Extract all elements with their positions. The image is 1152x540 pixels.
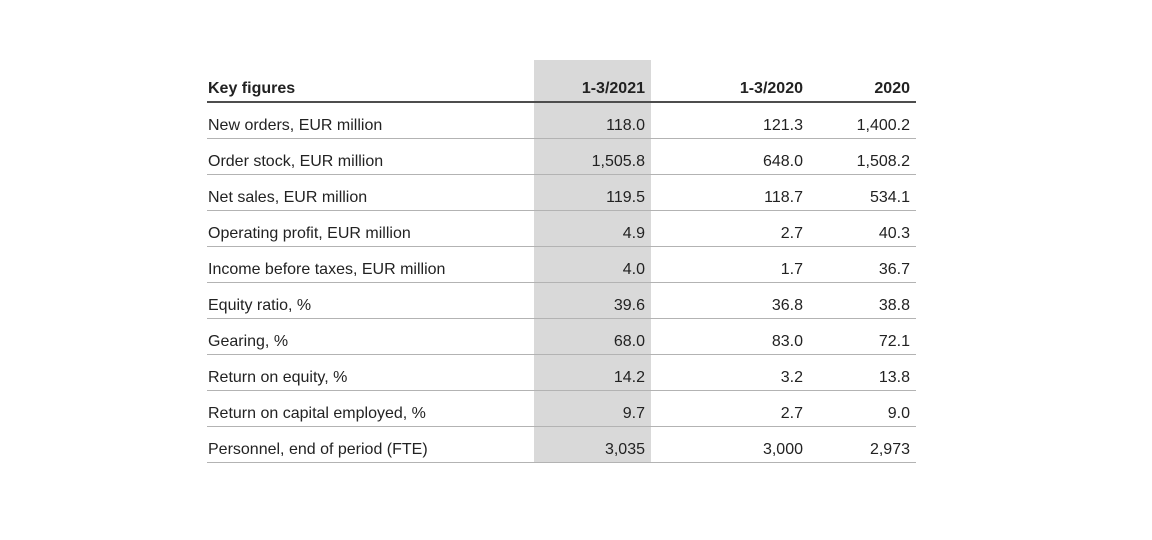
row-label: Operating profit, EUR million bbox=[207, 210, 534, 247]
cell-value: 1,508.2 bbox=[809, 138, 916, 175]
table-row: Income before taxes, EUR million 4.0 1.7… bbox=[207, 246, 916, 283]
cell-value: 3,035 bbox=[534, 426, 651, 463]
header-row: Key figures 1-3/2021 1-3/2020 2020 bbox=[207, 60, 916, 103]
table-row: Order stock, EUR million 1,505.8 648.0 1… bbox=[207, 138, 916, 175]
column-header-1-3-2020: 1-3/2020 bbox=[651, 60, 809, 103]
cell-value: 14.2 bbox=[534, 354, 651, 391]
cell-value: 3,000 bbox=[651, 426, 809, 463]
cell-value: 1,505.8 bbox=[534, 138, 651, 175]
cell-value: 2,973 bbox=[809, 426, 916, 463]
table-row: Return on capital employed, % 9.7 2.7 9.… bbox=[207, 390, 916, 427]
cell-value: 119.5 bbox=[534, 174, 651, 211]
column-header-key-figures: Key figures bbox=[207, 60, 534, 103]
table-row: Equity ratio, % 39.6 36.8 38.8 bbox=[207, 282, 916, 319]
column-header-2020: 2020 bbox=[809, 60, 916, 103]
table-row: Net sales, EUR million 119.5 118.7 534.1 bbox=[207, 174, 916, 211]
row-label: Personnel, end of period (FTE) bbox=[207, 426, 534, 463]
cell-value: 68.0 bbox=[534, 318, 651, 355]
row-label: Income before taxes, EUR million bbox=[207, 246, 534, 283]
table-row: Personnel, end of period (FTE) 3,035 3,0… bbox=[207, 426, 916, 463]
cell-value: 1,400.2 bbox=[809, 102, 916, 139]
cell-value: 9.7 bbox=[534, 390, 651, 427]
column-header-1-3-2021: 1-3/2021 bbox=[534, 60, 651, 103]
row-label: Net sales, EUR million bbox=[207, 174, 534, 211]
cell-value: 4.0 bbox=[534, 246, 651, 283]
cell-value: 83.0 bbox=[651, 318, 809, 355]
row-label: Return on equity, % bbox=[207, 354, 534, 391]
cell-value: 1.7 bbox=[651, 246, 809, 283]
cell-value: 38.8 bbox=[809, 282, 916, 319]
cell-value: 40.3 bbox=[809, 210, 916, 247]
row-label: New orders, EUR million bbox=[207, 102, 534, 139]
cell-value: 72.1 bbox=[809, 318, 916, 355]
row-label: Equity ratio, % bbox=[207, 282, 534, 319]
row-label: Return on capital employed, % bbox=[207, 390, 534, 427]
table-row: New orders, EUR million 118.0 121.3 1,40… bbox=[207, 102, 916, 139]
cell-value: 9.0 bbox=[809, 390, 916, 427]
table-row: Gearing, % 68.0 83.0 72.1 bbox=[207, 318, 916, 355]
cell-value: 118.7 bbox=[651, 174, 809, 211]
cell-value: 121.3 bbox=[651, 102, 809, 139]
cell-value: 3.2 bbox=[651, 354, 809, 391]
cell-value: 4.9 bbox=[534, 210, 651, 247]
cell-value: 36.7 bbox=[809, 246, 916, 283]
table-row: Operating profit, EUR million 4.9 2.7 40… bbox=[207, 210, 916, 247]
cell-value: 13.8 bbox=[809, 354, 916, 391]
cell-value: 39.6 bbox=[534, 282, 651, 319]
cell-value: 2.7 bbox=[651, 210, 809, 247]
cell-value: 2.7 bbox=[651, 390, 809, 427]
cell-value: 118.0 bbox=[534, 102, 651, 139]
row-label: Order stock, EUR million bbox=[207, 138, 534, 175]
cell-value: 36.8 bbox=[651, 282, 809, 319]
cell-value: 534.1 bbox=[809, 174, 916, 211]
cell-value: 648.0 bbox=[651, 138, 809, 175]
key-figures-table: Key figures 1-3/2021 1-3/2020 2020 New o… bbox=[207, 60, 916, 463]
table-row: Return on equity, % 14.2 3.2 13.8 bbox=[207, 354, 916, 391]
row-label: Gearing, % bbox=[207, 318, 534, 355]
key-figures-table-container: Key figures 1-3/2021 1-3/2020 2020 New o… bbox=[207, 60, 916, 463]
